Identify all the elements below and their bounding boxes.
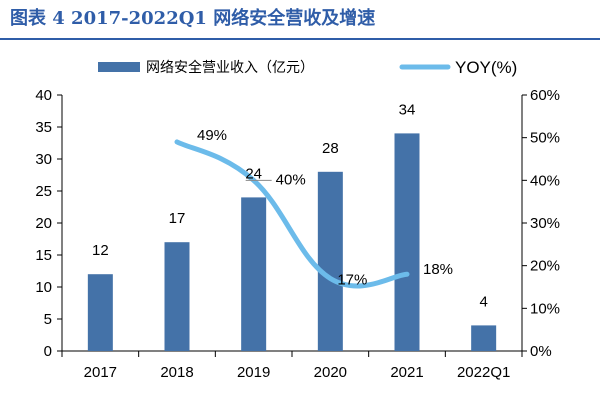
bar-value-label: 17 [169, 210, 186, 227]
bar-value-label: 34 [399, 101, 416, 118]
x-tick-label: 2018 [160, 364, 193, 381]
legend-bar-label: 网络安全营业收入（亿元） [146, 59, 314, 76]
yoy-line-path [174, 139, 410, 289]
bar-2021 [394, 133, 420, 351]
bar-value-label: 28 [322, 140, 339, 157]
bar-2018 [164, 242, 190, 351]
left-tick-label: 25 [35, 183, 52, 200]
legend: 网络安全营业收入（亿元） YOY(%) [98, 58, 517, 77]
x-tick-label: 2021 [390, 364, 423, 381]
legend-line-label: YOY(%) [455, 58, 517, 77]
bar-value-label: 12 [92, 242, 109, 259]
bar-value-label: 4 [479, 293, 487, 310]
chart-title: 图表 4 2017-2022Q1 网络安全营收及增速 [10, 8, 376, 29]
left-tick-label: 35 [35, 119, 52, 136]
x-tick-label: 2022Q1 [457, 364, 510, 381]
right-tick-label: 20% [530, 258, 560, 275]
x-tick-label: 2020 [314, 364, 347, 381]
yoy-value-label: 49% [197, 127, 227, 144]
bar-2022Q1 [471, 325, 497, 351]
bar-2017 [87, 274, 113, 351]
yoy-value-label: 18% [423, 261, 453, 278]
right-tick-label: 0% [530, 343, 552, 360]
yoy-value-label: 40% [276, 171, 306, 188]
right-tick-label: 10% [530, 300, 560, 317]
bar-value-label: 24 [245, 165, 262, 182]
bar-2019 [241, 197, 267, 351]
right-tick-label: 30% [530, 215, 560, 232]
yoy-line [174, 139, 410, 289]
yoy-value-label: 17% [337, 271, 367, 288]
right-tick-label: 60% [530, 87, 560, 104]
right-tick-label: 40% [530, 172, 560, 189]
left-tick-label: 10 [35, 279, 52, 296]
left-tick-label: 30 [35, 151, 52, 168]
x-tick-label: 2019 [237, 364, 270, 381]
legend-bar-swatch [98, 62, 140, 72]
left-tick-label: 15 [35, 247, 52, 264]
left-tick-label: 20 [35, 215, 52, 232]
left-tick-label: 40 [35, 87, 52, 104]
bar-2020 [317, 171, 343, 351]
left-tick-label: 0 [44, 343, 52, 360]
left-tick-label: 5 [44, 311, 52, 328]
data-labels: 12 17 24 28 34 4 49% 40% 17% 18% [92, 101, 488, 310]
axes: 0 5 10 15 20 25 30 35 40 0% 10% 20% 30% 40% 50% 60% 2017… [35, 87, 560, 381]
bars [87, 133, 497, 351]
title-underline [0, 38, 600, 40]
right-tick-label: 50% [530, 130, 560, 147]
x-tick-label: 2017 [84, 364, 117, 381]
